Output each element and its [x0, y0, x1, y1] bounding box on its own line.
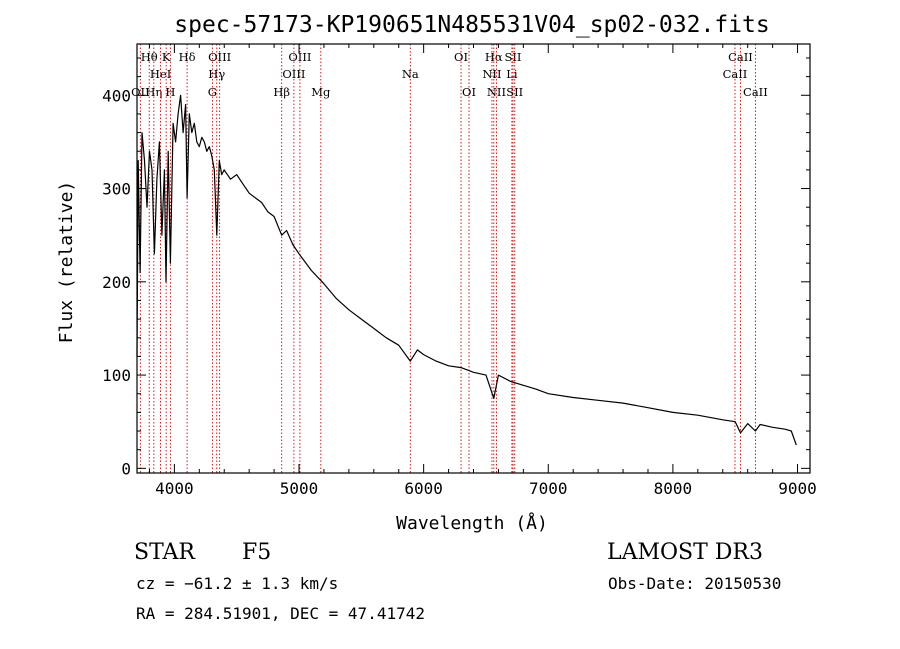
marker-label-7: OIII: [208, 50, 231, 64]
marker-label-15: OI: [454, 50, 468, 64]
marker-label-4: K: [162, 50, 171, 64]
marker-label-9: G: [208, 85, 217, 99]
y-tick-label-2: 200: [102, 273, 131, 292]
x-tick-label-5: 9000: [778, 479, 817, 498]
marker-label-17: Hα: [485, 50, 503, 64]
marker-label-25: CaII: [743, 85, 768, 99]
y-axis-label: Flux (relative): [56, 181, 77, 344]
plot-frame: [136, 43, 811, 474]
marker-label-21: Li: [506, 67, 518, 81]
y-tick-label-0: 0: [121, 459, 131, 478]
marker-label-11: OIII: [288, 50, 311, 64]
x-axis-label: Wavelength (Å): [396, 512, 548, 534]
subclass-label: F5: [242, 540, 272, 565]
marker-label-3: HeI: [150, 67, 171, 81]
redshift-label: cz = −61.2 ± 1.3 km/s: [136, 574, 339, 593]
obs-date-label: Obs-Date: 20150530: [608, 574, 782, 593]
marker-label-20: SII: [505, 50, 522, 64]
survey-label: LAMOST DR3: [607, 540, 763, 565]
marker-label-22: SII: [506, 85, 523, 99]
y-tick-label-4: 400: [102, 86, 131, 105]
x-tick-label-1: 5000: [280, 479, 319, 498]
marker-label-2: Hη: [145, 85, 162, 99]
spectrum-plot-area: [136, 94, 797, 446]
marker-label-6: Hδ: [179, 50, 196, 64]
x-tick-label-3: 7000: [529, 479, 568, 498]
chart-title: spec-57173-KP190651N485531V04_sp02-032.f…: [174, 12, 769, 38]
marker-label-18: NII: [482, 67, 501, 81]
y-tick-label-3: 300: [102, 180, 131, 199]
marker-label-24: CaII: [723, 67, 748, 81]
class-label: STAR: [134, 540, 195, 565]
marker-label-14: Na: [402, 67, 419, 81]
x-tick-label-4: 8000: [654, 479, 693, 498]
axes: 4000 5000 6000 7000 8000 9000 0 100 200 300 400: [102, 44, 817, 498]
marker-label-23: CaII: [728, 50, 753, 64]
x-tick-label-0: 4000: [155, 479, 194, 498]
marker-label-12: OIII: [282, 67, 305, 81]
marker-label-8: Hγ: [208, 67, 225, 81]
marker-label-5: H: [165, 85, 175, 99]
marker-label-16: OI: [462, 85, 476, 99]
marker-label-13: Mg: [311, 85, 331, 99]
x-tick-label-2: 6000: [404, 479, 443, 498]
spectrum-line-0: [136, 94, 797, 446]
coordinates-label: RA = 284.51901, DEC = 47.41742: [136, 604, 425, 623]
y-tick-label-1: 100: [102, 366, 131, 385]
marker-label-1: Hθ: [141, 50, 158, 64]
marker-label-10: Hβ: [273, 85, 290, 99]
marker-label-19: NII: [487, 85, 506, 99]
